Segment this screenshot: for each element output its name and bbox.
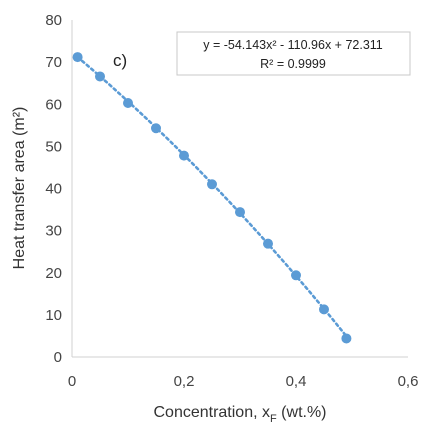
data-point [291, 270, 301, 281]
tick-labels: 0 10 20 30 40 50 60 70 80 0 0,2 0,4 0,6 [45, 12, 418, 390]
data-point [95, 71, 105, 82]
y-tick-label: 50 [45, 138, 62, 155]
x-axis-title-main: Concentration, x [153, 404, 270, 421]
x-axis-title-subscript: F [270, 413, 277, 425]
data-point [341, 333, 352, 344]
data-points [72, 52, 352, 344]
x-tick-label: 0 [68, 373, 76, 390]
trendline-layer [76, 55, 348, 338]
equation-box-frame [176, 31, 411, 76]
y-tick-label: 40 [45, 181, 62, 198]
y-tick-label: 60 [45, 96, 62, 113]
x-tick-label: 0,2 [174, 373, 195, 390]
x-axis-title: Concentration, xF (wt.%) [153, 404, 326, 425]
x-tick-label: 0,6 [398, 373, 419, 390]
data-point [179, 150, 189, 161]
data-point [151, 123, 161, 134]
y-tick-label: 0 [54, 349, 62, 366]
equation-box: y = -54.143x² - 110.96x + 72.311 R² = 0.… [176, 31, 411, 76]
y-axis-title: Heat transfer area (m²) [11, 107, 28, 270]
data-point [319, 304, 329, 315]
x-tick-label: 0,4 [286, 373, 307, 390]
y-tick-label: 30 [45, 223, 62, 240]
y-tick-label: 10 [45, 307, 62, 324]
panel-label: c) [113, 51, 127, 70]
data-point [235, 207, 245, 218]
trendline-equation: y = -54.143x² - 110.96x + 72.311 [203, 38, 383, 52]
data-point [207, 179, 217, 190]
x-axis-title-unit: (wt.%) [277, 404, 327, 421]
y-tick-label: 20 [45, 265, 62, 282]
axes-layer [71, 20, 408, 358]
data-point [263, 238, 273, 249]
y-tick-label: 70 [45, 54, 62, 71]
data-point [72, 52, 83, 63]
y-tick-label: 80 [45, 12, 62, 29]
r-squared-label: R² = 0.9999 [260, 57, 326, 71]
trendline [76, 55, 348, 338]
data-point [123, 97, 133, 108]
